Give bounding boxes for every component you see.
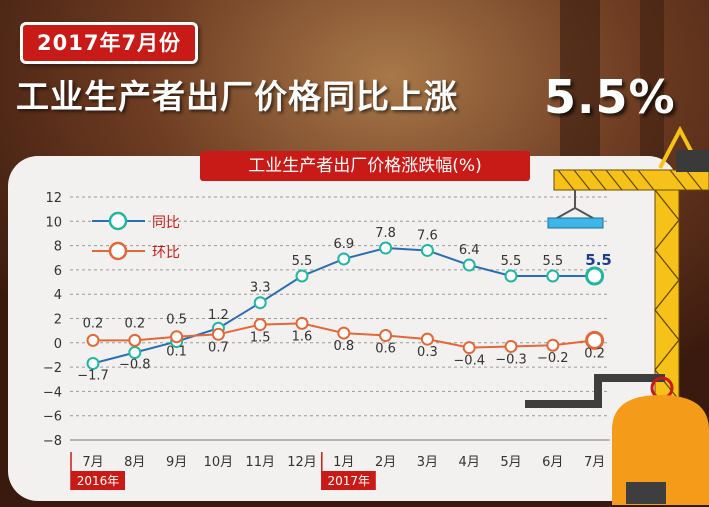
data-label: −0.3 [495,352,527,367]
data-point [504,269,518,283]
data-point [337,252,351,266]
x-tick-label: 5月 [500,455,521,470]
y-tick-label: −4 [43,385,62,400]
legend-label: 同比 [152,215,180,231]
x-tick-label: 12月 [287,455,317,470]
data-label: 6.9 [333,237,354,252]
headline-value: 5.5% [544,70,676,124]
data-point [337,326,351,340]
y-tick-label: −8 [43,434,62,449]
headline-text: 工业生产者出厂价格同比上涨 [16,77,458,116]
x-tick-label: 6月 [542,455,563,470]
x-tick-label: 7月 [584,455,605,470]
year-marker-label: 2017年 [328,474,371,488]
y-tick-label: 2 [54,313,62,328]
data-label: 7.6 [417,228,438,243]
data-label: 7.8 [375,226,396,241]
data-point [295,316,309,330]
data-point [462,341,476,355]
data-label: −0.2 [537,351,569,366]
data-label: 0.5 [166,313,187,328]
data-point [585,330,605,350]
date-badge: 2017年7月份 [20,22,199,64]
data-label: 1.6 [292,329,313,344]
year-marker-badge [321,471,376,490]
data-label: 5.5 [292,254,313,269]
data-label: 5.5 [501,254,522,269]
x-tick-label: 1月 [333,455,354,470]
data-label: 5.5 [542,254,563,269]
year-marker-label: 2016年 [77,474,120,488]
data-label: 1.5 [250,331,271,346]
legend-marker [108,241,128,261]
data-label: 1.2 [208,308,229,323]
data-point [504,339,518,353]
year-marker-badge [71,471,125,490]
data-point [379,241,393,255]
data-label: 5.5 [585,251,612,269]
data-point [253,318,267,332]
data-label: −0.4 [453,354,485,369]
data-point [253,296,267,310]
data-label: 0.6 [375,342,396,357]
y-tick-label: 0 [54,337,62,352]
data-point [86,333,100,347]
data-label: 0.2 [83,316,104,331]
x-tick-label: 8月 [124,455,145,470]
data-label: 0.3 [417,345,438,360]
legend-label: 环比 [152,245,180,261]
data-point [211,327,225,341]
x-tick-label: 11月 [245,455,275,470]
y-tick-label: −6 [43,410,62,425]
data-label: 0.1 [166,345,187,360]
data-point [546,269,560,283]
data-label: 6.4 [459,243,480,258]
data-label: 3.3 [250,281,271,296]
legend-marker [108,211,128,231]
x-tick-label: 9月 [166,455,187,470]
data-point [295,269,309,283]
y-tick-label: 8 [54,240,62,255]
x-tick-label: 3月 [417,455,438,470]
y-tick-label: 4 [54,288,62,303]
x-tick-label: 10月 [204,455,234,470]
y-tick-label: 10 [45,215,62,230]
data-point [379,329,393,343]
data-point [462,258,476,272]
data-point [128,333,142,347]
y-tick-label: 12 [45,191,62,206]
data-label: 0.8 [333,339,354,354]
tank-illustration [612,395,709,505]
y-tick-label: −2 [43,361,62,376]
data-point [170,330,184,344]
data-point [86,356,100,370]
chart-title: 工业生产者出厂价格涨跌幅(%) [200,151,530,181]
x-tick-label: 2月 [375,455,396,470]
x-tick-label: 4月 [459,455,480,470]
data-label: 0.2 [584,346,605,361]
x-tick-label: 7月 [82,455,103,470]
data-label: −1.7 [77,368,109,383]
data-label: 0.7 [208,340,229,355]
data-point [546,338,560,352]
y-tick-label: 6 [54,264,62,279]
data-point [128,346,142,360]
headline: 工业生产者出厂价格同比上涨 5.5% [16,70,675,124]
data-label: −0.8 [119,358,151,373]
data-label: 0.2 [124,316,145,331]
data-point [420,332,434,346]
data-point [420,243,434,257]
data-point [585,266,605,286]
